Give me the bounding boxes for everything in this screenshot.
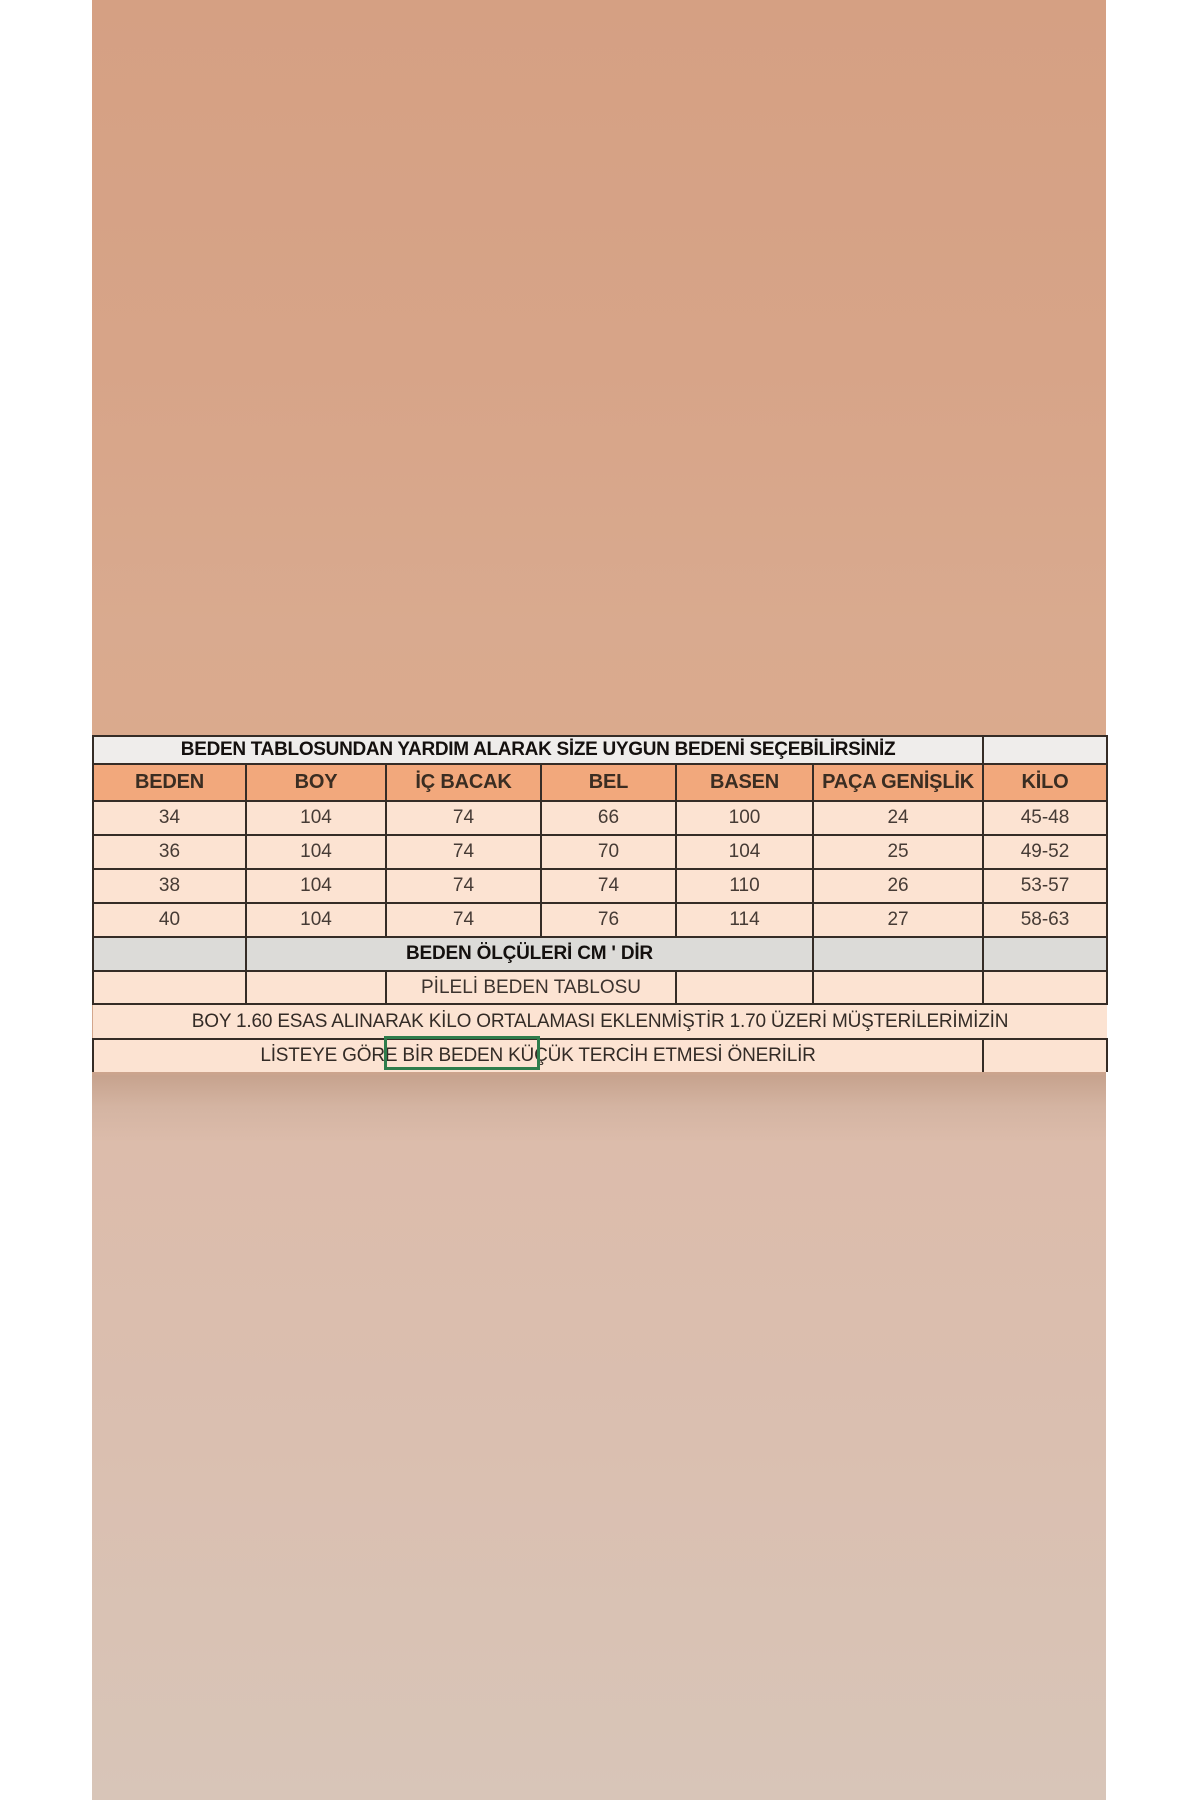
column-header-paca-genislik: PAÇA GENİŞLİK bbox=[811, 763, 985, 802]
empty-cell bbox=[811, 936, 985, 972]
empty-cell bbox=[92, 970, 247, 1005]
table-cell: 104 bbox=[245, 868, 387, 904]
table-cell: 49-52 bbox=[982, 834, 1109, 870]
table-cell: 74 bbox=[385, 800, 542, 836]
table-cell: 74 bbox=[540, 868, 677, 904]
table-cell: 104 bbox=[675, 834, 814, 870]
table-cell: 40 bbox=[92, 902, 247, 938]
table-cell: 104 bbox=[245, 902, 387, 938]
cm-note: BEDEN ÖLÇÜLERİ CM ' DİR bbox=[245, 936, 814, 972]
table-row-size-40: 40 104 74 76 114 27 58-63 bbox=[92, 902, 1109, 938]
cm-note-row: BEDEN ÖLÇÜLERİ CM ' DİR bbox=[92, 936, 1109, 972]
table-cell: 74 bbox=[385, 834, 542, 870]
table-cell: 74 bbox=[385, 868, 542, 904]
subtable-label: PİLELİ BEDEN TABLOSU bbox=[385, 970, 677, 1005]
table-cell: 53-57 bbox=[982, 868, 1109, 904]
column-header-kilo: KİLO bbox=[982, 763, 1109, 802]
column-header-basen: BASEN bbox=[675, 763, 814, 802]
table-row-size-36: 36 104 74 70 104 25 49-52 bbox=[92, 834, 1109, 870]
empty-cell bbox=[982, 936, 1109, 972]
column-header-beden: BEDEN bbox=[92, 763, 247, 802]
table-cell: 24 bbox=[811, 800, 985, 836]
table-cell: 27 bbox=[811, 902, 985, 938]
column-header-boy: BOY bbox=[245, 763, 387, 802]
table-cell: 104 bbox=[245, 834, 387, 870]
subtable-label-row: PİLELİ BEDEN TABLOSU bbox=[92, 970, 1109, 1005]
column-header-bel: BEL bbox=[540, 763, 677, 802]
table-cell: 25 bbox=[811, 834, 985, 870]
note-line-2: LİSTEYE GÖRE BİR BEDEN KÜÇÜK TERCİH ETME… bbox=[91, 1038, 985, 1072]
table-title: BEDEN TABLOSUNDAN YARDIM ALARAK SİZE UYG… bbox=[91, 735, 985, 765]
table-row-size-34: 34 104 74 66 100 24 45-48 bbox=[92, 800, 1109, 836]
note-row-1: BOY 1.60 ESAS ALINARAK KİLO ORTALAMASI E… bbox=[93, 1003, 1108, 1040]
empty-cell bbox=[675, 970, 814, 1005]
empty-cell bbox=[982, 970, 1109, 1005]
table-cell: 110 bbox=[675, 868, 814, 904]
table-cell: 104 bbox=[245, 800, 387, 836]
table-cell: 74 bbox=[385, 902, 542, 938]
table-title-row: BEDEN TABLOSUNDAN YARDIM ALARAK SİZE UYG… bbox=[91, 735, 1109, 765]
empty-cell bbox=[245, 970, 387, 1005]
empty-cell bbox=[811, 970, 985, 1005]
table-cell: 70 bbox=[540, 834, 677, 870]
table-cell: 26 bbox=[811, 868, 985, 904]
table-cell: 36 bbox=[92, 834, 247, 870]
table-cell: 45-48 bbox=[982, 800, 1109, 836]
table-row-size-38: 38 104 74 74 110 26 53-57 bbox=[92, 868, 1109, 904]
table-cell: 114 bbox=[675, 902, 814, 938]
column-header-ic-bacak: İÇ BACAK bbox=[385, 763, 542, 802]
table-cell: 100 bbox=[675, 800, 814, 836]
note-line-1: BOY 1.60 ESAS ALINARAK KİLO ORTALAMASI E… bbox=[93, 1003, 1108, 1040]
table-cell: 58-63 bbox=[982, 902, 1109, 938]
table-cell: 76 bbox=[540, 902, 677, 938]
column-header-row: BEDEN BOY İÇ BACAK BEL BASEN PAÇA GENİŞL… bbox=[92, 763, 1109, 802]
empty-cell bbox=[982, 1038, 1109, 1072]
note-row-2: LİSTEYE GÖRE BİR BEDEN KÜÇÜK TERCİH ETME… bbox=[91, 1038, 1109, 1072]
table-cell: 66 bbox=[540, 800, 677, 836]
table-title-spacer-cell bbox=[982, 735, 1109, 765]
table-cell: 34 bbox=[92, 800, 247, 836]
table-cell: 38 bbox=[92, 868, 247, 904]
size-chart-table: BEDEN TABLOSUNDAN YARDIM ALARAK SİZE UYG… bbox=[91, 735, 1109, 1072]
empty-cell bbox=[92, 936, 247, 972]
